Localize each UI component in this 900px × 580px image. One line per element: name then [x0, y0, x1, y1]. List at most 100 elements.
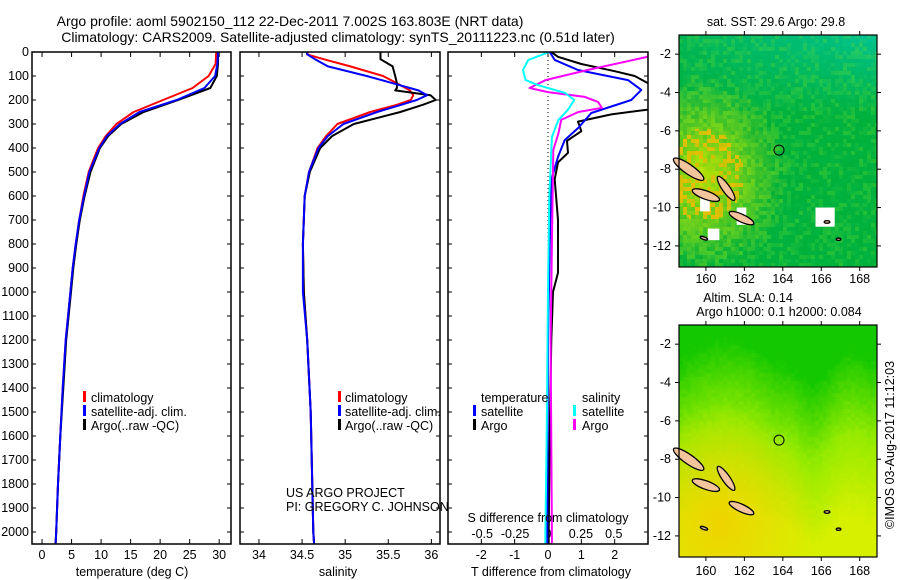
legend-swatch-s-argo [573, 419, 576, 430]
lat-tick-label: -12 [653, 239, 671, 253]
lat-tick-label: -8 [660, 452, 671, 466]
legend-swatch-climatology [338, 391, 341, 402]
no-data-patch [707, 228, 720, 241]
y-tick-label: 1500 [1, 405, 29, 419]
lat-tick-label: -2 [660, 47, 671, 61]
island-shape [728, 210, 755, 226]
island-shape [823, 219, 831, 224]
island-shape [672, 157, 705, 182]
panel-frame [239, 51, 441, 545]
x-tick-label: 1 [578, 548, 585, 562]
s-tick-label: -0.5 [471, 527, 493, 541]
title-line-2: Climatology: CARS2009. Satellite-adjuste… [61, 29, 615, 45]
x-axis-label-t-diff: T difference from climatology [471, 565, 632, 579]
x-tick-label: 5 [68, 548, 75, 562]
series-line-climatology [54, 52, 218, 544]
x-tick-label: 34 [252, 548, 266, 562]
lat-tick-label: -10 [653, 201, 671, 215]
sla-map-field [679, 325, 877, 557]
series-group [54, 52, 219, 544]
y-tick-label: 200 [8, 93, 29, 107]
island-shape [823, 509, 831, 514]
s-tick-label: 0.25 [569, 527, 593, 541]
y-tick-label: 500 [8, 165, 29, 179]
float-position-marker [773, 144, 785, 156]
island-shape [691, 478, 721, 493]
x-tick-label: 0 [545, 548, 552, 562]
island-shape [716, 465, 736, 492]
panel-frame [447, 51, 649, 545]
sst-map-overlay: 160 162 164 166 168 -2 -4 -6 -8 -10 -12 [653, 31, 881, 286]
sla-map-title: Altim. SLA: 0.14 [703, 291, 793, 305]
legend-label: satellite [582, 405, 624, 419]
title-line-1: Argo profile: aoml 5902150_112 22-Dec-20… [57, 13, 524, 29]
s-tick-label: -0.25 [501, 527, 530, 541]
island-shape [699, 525, 709, 531]
series-line-salinity-argo [528, 54, 648, 544]
island-shape [835, 527, 842, 531]
legend-label: climatology [345, 391, 408, 405]
legend-swatch-t-satellite [473, 405, 476, 416]
legend-swatch-argo [338, 419, 341, 430]
copyright: ©IMOS 03-Aug-2017 11:12:03 [883, 361, 897, 529]
map-frame [678, 34, 878, 268]
lon-tick-label: 168 [849, 564, 870, 578]
y-tick-label: 0 [22, 45, 29, 59]
island-shape [691, 188, 721, 203]
x-axis-label-salinity: salinity [319, 565, 358, 579]
legend-swatch-satellite [338, 405, 341, 416]
series-line-argo-raw-qc- [54, 52, 219, 544]
x-tick-label: -1 [509, 548, 520, 562]
panel-temperature-profile: 0100200300400500600700800900100011001200… [1, 45, 232, 562]
legend-temperature: climatology satellite-adj. clim. Argo(..… [83, 391, 187, 433]
lon-tick-label: 164 [772, 272, 793, 286]
lat-tick-label: -4 [660, 86, 671, 100]
y-tick-label: 1400 [1, 381, 29, 395]
lon-tick-label: 160 [695, 564, 716, 578]
y-tick-label: 900 [8, 261, 29, 275]
float-position-marker [773, 434, 785, 446]
x-tick-label: 25 [183, 548, 197, 562]
legend-label: Argo(..raw -QC) [91, 419, 179, 433]
legend-label: climatology [91, 391, 154, 405]
y-tick-label: 300 [8, 117, 29, 131]
series-line-temperature-satellite [546, 52, 643, 544]
y-tick-label: 1200 [1, 333, 29, 347]
lat-tick-label: -6 [660, 124, 671, 138]
island-shape [835, 237, 842, 241]
y-tick-label: 1100 [2, 309, 29, 323]
x-tick-label: 2 [611, 548, 618, 562]
sst-map-field [679, 35, 877, 267]
sst-map-title: sat. SST: 29.6 Argo: 29.8 [707, 15, 845, 29]
y-tick-label: 1900 [1, 501, 29, 515]
lat-tick-label: -2 [660, 337, 671, 351]
x-tick-label: 36 [424, 548, 438, 562]
panel-salinity-profile: 34 34.5 35 35.5 36 [239, 51, 441, 562]
island-shape [699, 235, 709, 241]
lat-tick-label: -4 [660, 376, 671, 390]
no-data-patch [815, 207, 835, 227]
legend-differences: temperature satellite Argo salinity sate… [473, 391, 624, 433]
panel-difference-profile: -2 -1 0 1 2-0.5 -0.25 0 0.25 0.5 [447, 51, 649, 562]
credit-pi: PI: GREGORY C. JOHNSON [286, 500, 449, 514]
legend-salinity: climatology satellite-adj. clim. Argo(..… [338, 391, 441, 433]
island-shape [728, 500, 755, 516]
x-tick-label: -2 [476, 548, 487, 562]
legend-label: Argo [481, 419, 507, 433]
lat-tick-label: -6 [660, 414, 671, 428]
credit-project: US ARGO PROJECT [286, 486, 405, 500]
lon-tick-label: 162 [734, 564, 755, 578]
y-tick-label: 400 [8, 141, 29, 155]
y-tick-label: 800 [8, 237, 29, 251]
legend-heading-salinity: salinity [582, 391, 621, 405]
lon-tick-label: 164 [772, 564, 793, 578]
panel-frame [31, 51, 232, 545]
island-shape [716, 175, 736, 202]
series-line-argo-raw-qc- [301, 52, 437, 544]
profile-panels: 0100200300400500600700800900100011001200… [1, 45, 649, 562]
y-tick-label: 700 [8, 213, 29, 227]
legend-label: satellite-adj. clim. [91, 405, 187, 419]
x-tick-label: 30 [212, 548, 226, 562]
